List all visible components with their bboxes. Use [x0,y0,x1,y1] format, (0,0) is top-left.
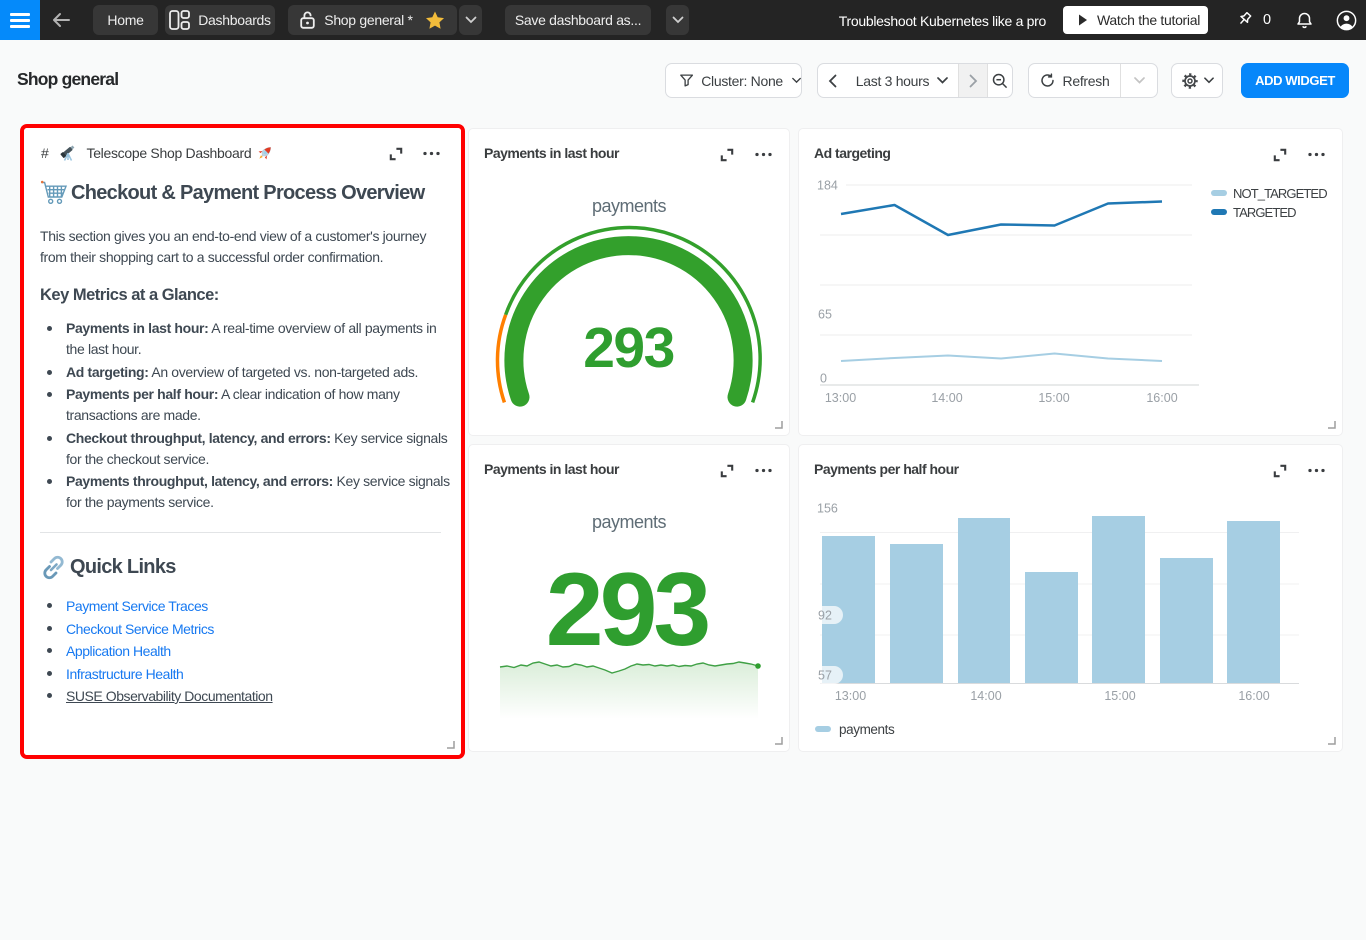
svg-text:57: 57 [818,669,832,683]
svg-text:14:00: 14:00 [931,391,962,405]
svg-text:13:00: 13:00 [835,689,866,703]
svg-text:payments: payments [839,722,895,737]
svg-text:0: 0 [820,372,827,386]
svg-text:156: 156 [817,502,838,516]
svg-text:NOT_TARGETED: NOT_TARGETED [1233,186,1327,201]
svg-text:13:00: 13:00 [825,391,856,405]
svg-text:92: 92 [818,609,832,623]
svg-text:293: 293 [583,316,674,380]
svg-text:65: 65 [818,308,832,322]
svg-text:293: 293 [546,552,709,668]
svg-text:TARGETED: TARGETED [1233,205,1296,220]
svg-text:14:00: 14:00 [970,689,1001,703]
svg-text:16:00: 16:00 [1238,689,1269,703]
svg-text:184: 184 [817,179,838,193]
svg-text:15:00: 15:00 [1104,689,1135,703]
svg-text:15:00: 15:00 [1038,391,1069,405]
svg-text:16:00: 16:00 [1146,391,1177,405]
